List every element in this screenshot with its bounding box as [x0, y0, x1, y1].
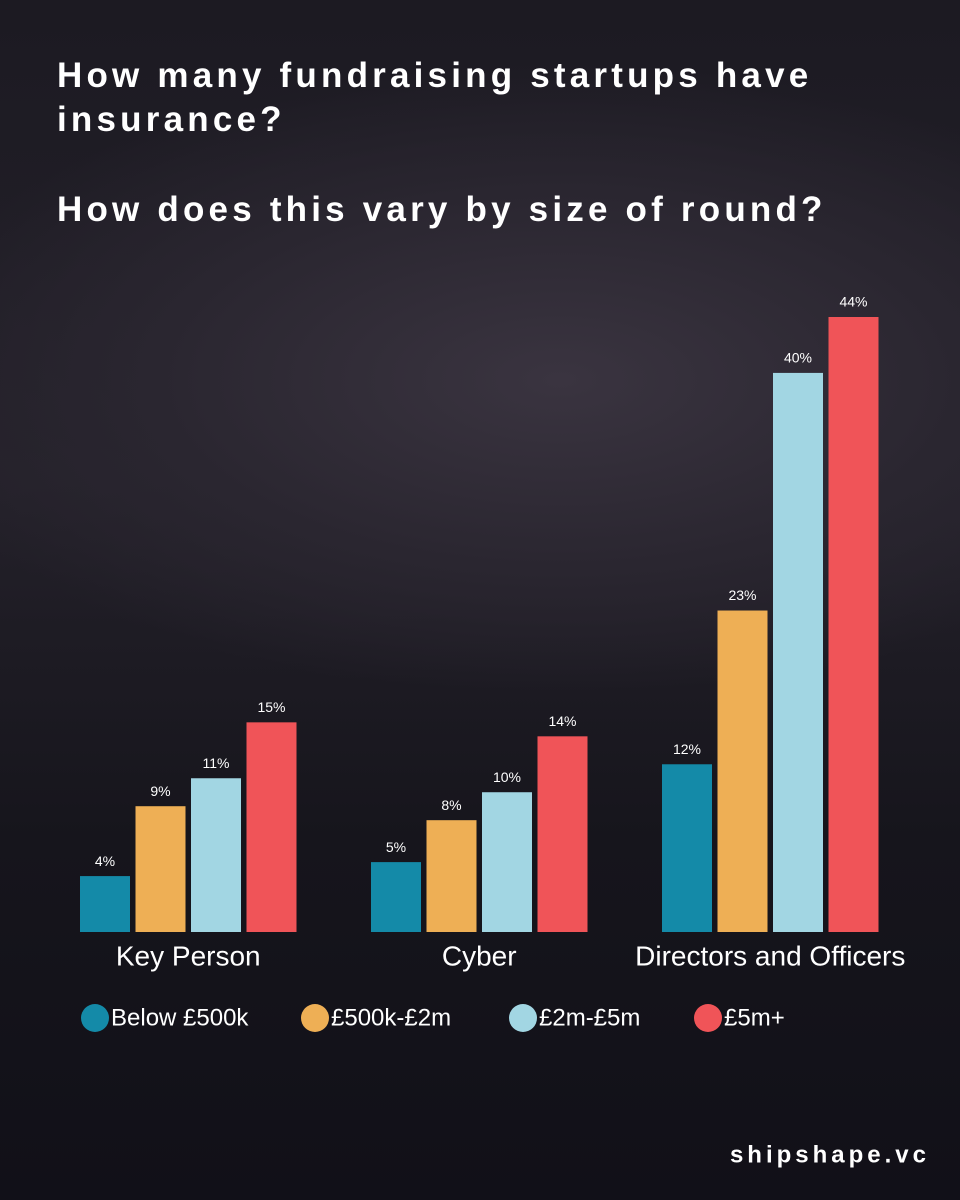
chart-subtitle: How does this vary by size of round?: [57, 190, 827, 229]
value-label: 12%: [673, 741, 701, 757]
value-label: 4%: [95, 853, 115, 869]
x-tick-label: Cyber: [442, 940, 517, 971]
bar: [191, 778, 241, 932]
bar: [773, 372, 823, 933]
bar: [135, 806, 186, 932]
value-label: 23%: [728, 587, 756, 603]
value-label: 15%: [257, 699, 285, 715]
value-label: 5%: [386, 839, 406, 855]
value-label: 9%: [150, 783, 170, 799]
legend-swatch: [694, 1004, 722, 1032]
value-label: 11%: [203, 755, 230, 771]
legend-swatch: [81, 1004, 109, 1032]
bar: [482, 792, 532, 932]
bar: [717, 610, 768, 932]
bar: [371, 862, 421, 932]
legend-swatch: [509, 1004, 537, 1032]
legend-label: Below £500k: [111, 1004, 249, 1031]
chart-title: How many fundraising startups have insur…: [57, 56, 813, 139]
legend-label: £2m-£5m: [539, 1004, 640, 1031]
value-label: 8%: [441, 797, 461, 813]
x-tick-label: Key Person: [116, 940, 261, 971]
value-label: 44%: [839, 294, 867, 310]
footer: shipshape.vc: [730, 1141, 930, 1168]
value-label: 10%: [493, 769, 521, 785]
legend-swatch: [301, 1004, 329, 1032]
legend-label: £500k-£2m: [331, 1004, 451, 1031]
legend-label: £5m+: [724, 1004, 785, 1031]
bar: [828, 317, 879, 932]
value-label: 14%: [548, 713, 576, 729]
bar: [246, 722, 297, 932]
bar: [426, 820, 477, 932]
bar: [537, 736, 588, 932]
bar: [662, 764, 712, 932]
value-label: 40%: [784, 350, 812, 366]
x-tick-label: Directors and Officers: [635, 940, 905, 971]
bar: [80, 876, 130, 932]
